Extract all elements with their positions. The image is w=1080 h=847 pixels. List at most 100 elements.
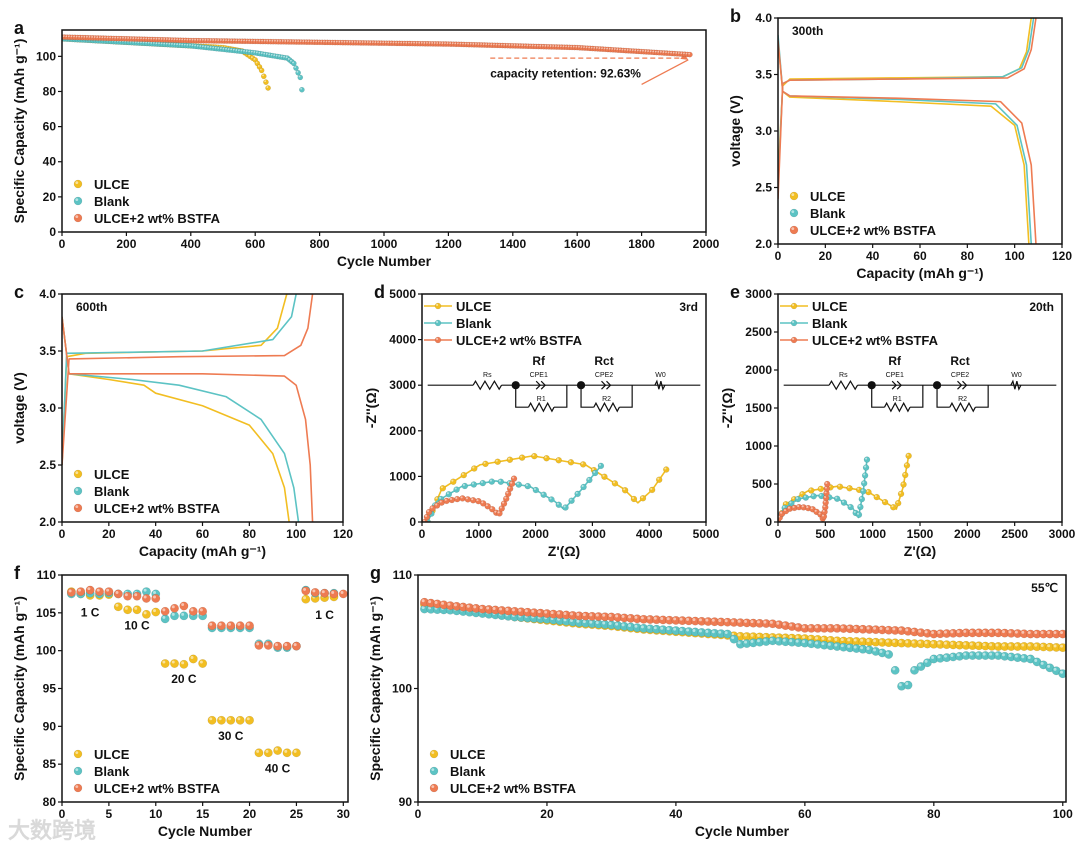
data-point-highlight [670,51,673,54]
data-point-highlight [293,643,297,647]
data-point-highlight [568,460,572,463]
data-point-highlight [305,40,307,43]
data-point-highlight [435,503,438,506]
x-axis-label: Cycle Number [337,253,432,269]
data-point-highlight [647,50,650,53]
y-tick-label: 4000 [389,333,416,347]
data-point-highlight [802,635,806,639]
data-point-highlight [896,501,899,504]
data-point-highlight [547,44,549,47]
legend-item-bstfa: ULCE+2 wt% BSTFA [780,333,939,348]
data-point-highlight [70,35,73,38]
series-line [778,455,910,522]
data-point-highlight [351,40,354,43]
data-point-highlight [256,642,260,646]
data-point-highlight [276,39,279,42]
data-point-highlight [565,45,568,48]
data-point [291,748,301,758]
data-point-highlight [853,626,857,630]
panel-title: 20th [1029,300,1054,314]
panel-letter: c [14,282,24,302]
data-point-highlight [757,620,760,624]
data-point-highlight [562,45,565,48]
data-point-highlight [124,593,128,597]
legend: ULCE Blank ULCE+2 wt% BSTFA [73,467,221,516]
data-point-highlight [969,629,973,633]
data-point-highlight [857,512,860,515]
data-point-highlight [312,40,315,43]
data-point-highlight [265,53,268,55]
data-point-highlight [821,514,825,517]
data-point-highlight [835,496,838,499]
data-point-highlight [677,52,680,54]
data-point-highlight [426,41,428,44]
y-tick-label: 85 [43,757,57,771]
panel-letter: a [14,18,25,38]
panel-a: a 0 200 400 600 800 1000 1200 1400 1600 1800 2000 0 2… [11,18,720,269]
legend-label: Blank [810,206,846,221]
data-point-highlight [612,481,616,484]
data-point-highlight [436,42,439,44]
data-point-highlight [137,37,140,40]
data-point [226,621,236,631]
legend-marker-highlight [436,337,439,341]
x-axis-label: Capacity (mAh g⁻¹) [139,543,266,559]
legend: ULCE Blank ULCE+2 wt% BSTFA [429,747,577,796]
data-point [310,587,320,597]
data-point-highlight [243,49,246,52]
data-point-highlight [821,636,825,640]
y-tick-label: 3.5 [39,344,56,358]
data-point-highlight [485,504,488,507]
y-tick-label: 3000 [745,287,772,301]
plot-frame [61,29,707,233]
y-tick-label: 2500 [745,325,772,339]
data-point [601,473,608,481]
data-point-highlight [366,41,369,43]
data-point [823,480,831,488]
data-point-highlight [874,495,877,498]
data-point-highlight [596,47,598,49]
data-point-highlight [397,41,400,44]
data-point-highlight [459,42,462,45]
data-point-highlight [898,640,902,644]
data-point-highlight [1053,644,1057,648]
y-tick-label: 95 [43,682,57,696]
data-point-highlight [510,481,513,484]
plot-area [66,585,348,758]
panel-letter: g [370,563,381,583]
data-point-highlight [461,472,464,476]
data-point-highlight [253,51,256,53]
data-point [524,482,532,490]
circuit-label-cpe2: CPE2 [951,372,969,379]
data-point-highlight [1008,643,1012,647]
data-point-highlight [171,660,175,664]
wire [515,385,529,408]
data-point-highlight [1060,644,1063,648]
data-point-highlight [616,48,619,51]
legend-marker-highlight [436,320,439,324]
data-point [297,74,304,81]
data-point-highlight [557,45,560,48]
legend-label: ULCE [810,189,846,204]
data-point-highlight [982,643,986,647]
data-point-highlight [800,492,803,495]
legend-item-blank: Blank [429,764,486,779]
cpe-element [891,380,903,390]
data-point-highlight [795,639,799,643]
data-point-highlight [369,41,372,43]
data-point-highlight [228,717,231,721]
data-point [861,472,869,479]
data-point-highlight [302,40,305,43]
data-point-highlight [240,49,243,52]
r2-resistor [593,401,620,413]
data-point-highlight [857,487,860,490]
legend-marker [434,319,442,327]
data-point-highlight [237,622,241,626]
x-axis-label: Cycle Number [158,823,253,839]
data-point-highlight [1053,667,1057,671]
legend-marker-highlight [792,320,795,324]
x-tick-label: 3000 [1049,527,1076,541]
data-point-highlight [879,626,883,630]
data-point-highlight [225,47,227,50]
retention-arrow [641,59,689,86]
